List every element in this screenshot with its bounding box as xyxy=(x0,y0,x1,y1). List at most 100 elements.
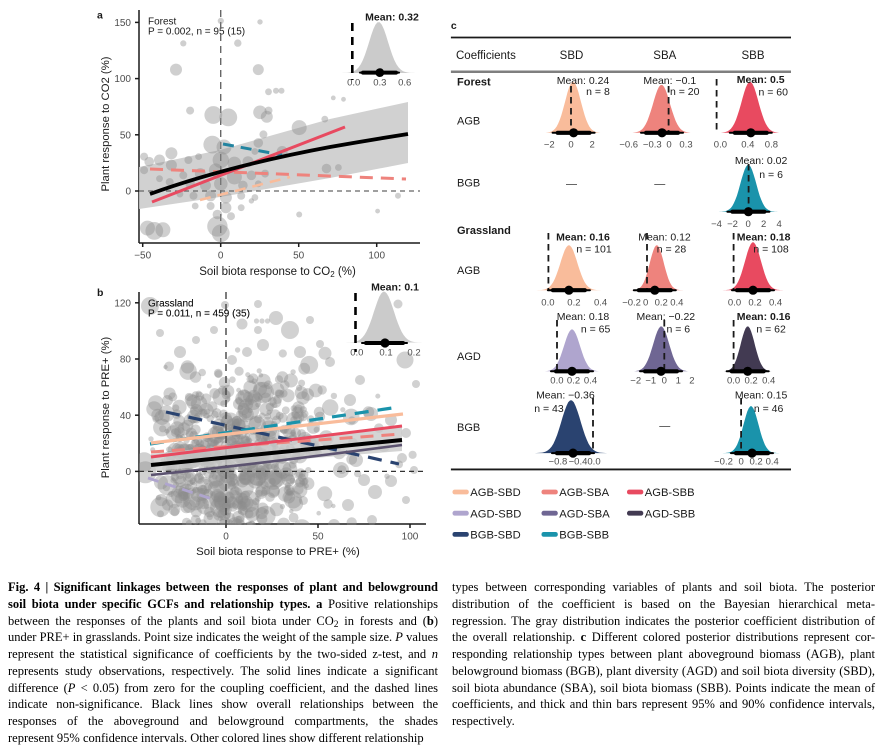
svg-text:n = 6: n = 6 xyxy=(759,169,783,181)
svg-text:0.0: 0.0 xyxy=(350,348,363,359)
svg-text:Mean: 0.24: Mean: 0.24 xyxy=(557,75,610,87)
svg-text:Mean: 0.18: Mean: 0.18 xyxy=(557,311,610,323)
svg-text:0.2: 0.2 xyxy=(567,297,580,308)
svg-text:Mean: 0.15: Mean: 0.15 xyxy=(735,390,788,402)
svg-text:0.4: 0.4 xyxy=(594,297,607,308)
svg-text:BGB: BGB xyxy=(457,178,480,190)
svg-text:0.4: 0.4 xyxy=(766,457,779,468)
svg-text:AGD-SBA: AGD-SBA xyxy=(559,508,610,520)
svg-text:−4: −4 xyxy=(711,219,722,230)
svg-text:BGB-SBD: BGB-SBD xyxy=(470,530,520,542)
svg-text:Mean: 0.12: Mean: 0.12 xyxy=(638,232,691,244)
svg-text:−0.6: −0.6 xyxy=(619,140,638,151)
svg-text:AGB-SBA: AGB-SBA xyxy=(559,487,609,499)
svg-text:n = 28: n = 28 xyxy=(657,244,687,256)
svg-text:0.3: 0.3 xyxy=(373,78,386,89)
svg-text:P = 0.011, n = 459 (35): P = 0.011, n = 459 (35) xyxy=(148,309,250,320)
svg-text:BGB: BGB xyxy=(457,422,480,434)
svg-text:−0.2: −0.2 xyxy=(714,457,733,468)
svg-text:—: — xyxy=(654,179,665,191)
svg-text:−0.3: −0.3 xyxy=(643,140,662,151)
svg-text:0.0: 0.0 xyxy=(550,375,563,386)
svg-text:0.2: 0.2 xyxy=(749,457,762,468)
svg-text:Forest: Forest xyxy=(148,17,177,28)
svg-text:n = 108: n = 108 xyxy=(753,244,788,256)
svg-text:50: 50 xyxy=(293,251,305,262)
svg-text:40: 40 xyxy=(120,411,132,422)
svg-text:Mean: 0.02: Mean: 0.02 xyxy=(735,155,788,167)
svg-text:—: — xyxy=(659,421,670,433)
svg-text:n = 6: n = 6 xyxy=(666,324,690,336)
svg-text:AGD-SBB: AGD-SBB xyxy=(645,508,695,520)
svg-text:Mean: −0.36: Mean: −0.36 xyxy=(536,390,595,402)
svg-text:n = 65: n = 65 xyxy=(581,324,611,336)
svg-text:0.4: 0.4 xyxy=(762,375,775,386)
svg-text:150: 150 xyxy=(114,18,131,29)
svg-text:0: 0 xyxy=(643,297,648,308)
svg-text:0.2: 0.2 xyxy=(407,348,420,359)
svg-text:0: 0 xyxy=(223,532,229,543)
svg-text:120: 120 xyxy=(114,298,131,309)
svg-text:Mean: −0.22: Mean: −0.22 xyxy=(636,311,695,323)
svg-text:AGB: AGB xyxy=(457,265,480,277)
svg-text:n = 46: n = 46 xyxy=(754,403,784,415)
svg-text:0.6: 0.6 xyxy=(398,78,411,89)
svg-text:0.0: 0.0 xyxy=(347,78,360,89)
svg-text:—: — xyxy=(566,179,577,191)
svg-text:0: 0 xyxy=(738,457,743,468)
svg-text:−0.4: −0.4 xyxy=(569,457,588,468)
svg-text:0: 0 xyxy=(666,140,671,151)
svg-text:0.0: 0.0 xyxy=(727,375,740,386)
svg-text:−0.8: −0.8 xyxy=(549,457,568,468)
svg-text:2: 2 xyxy=(761,219,766,230)
svg-text:50: 50 xyxy=(312,532,324,543)
svg-text:Grassland: Grassland xyxy=(457,225,511,237)
svg-text:0: 0 xyxy=(568,140,573,151)
svg-text:AGD: AGD xyxy=(457,351,481,363)
svg-text:−1: −1 xyxy=(645,375,656,386)
svg-text:P = 0.011, n = 459 (35): P = 0.011, n = 459 (35) xyxy=(148,309,250,320)
svg-text:0.3: 0.3 xyxy=(679,140,692,151)
svg-text:0.1: 0.1 xyxy=(379,348,392,359)
svg-text:n = 8: n = 8 xyxy=(586,86,610,98)
svg-text:0.2: 0.2 xyxy=(748,297,761,308)
svg-text:2: 2 xyxy=(589,140,594,151)
svg-text:Mean: 0.1: Mean: 0.1 xyxy=(371,282,419,294)
svg-text:0.2: 0.2 xyxy=(655,297,668,308)
svg-text:BGB-SBB: BGB-SBB xyxy=(559,530,609,542)
svg-text:0.0: 0.0 xyxy=(587,457,600,468)
svg-text:SBA: SBA xyxy=(653,50,676,62)
svg-text:Mean: 0.32: Mean: 0.32 xyxy=(365,12,419,24)
svg-text:0: 0 xyxy=(125,467,131,478)
svg-text:n = 60: n = 60 xyxy=(758,87,788,99)
svg-text:−2: −2 xyxy=(630,375,641,386)
svg-text:AGB: AGB xyxy=(457,115,480,127)
svg-text:100: 100 xyxy=(368,251,385,262)
svg-text:0.4: 0.4 xyxy=(769,297,782,308)
svg-text:0.0: 0.0 xyxy=(728,297,741,308)
svg-text:AGD-SBD: AGD-SBD xyxy=(470,508,521,520)
svg-text:Mean: 0.16: Mean: 0.16 xyxy=(737,311,791,323)
svg-text:Plant response to PRE+ (%): Plant response to PRE+ (%) xyxy=(100,336,112,478)
svg-text:n = 62: n = 62 xyxy=(756,324,786,336)
svg-text:AGB-SBB: AGB-SBB xyxy=(645,487,695,499)
svg-text:Coefficients: Coefficients xyxy=(456,50,516,62)
svg-text:0: 0 xyxy=(745,219,750,230)
svg-text:Soil biota response to CO2 (%): Soil biota response to CO2 (%) xyxy=(199,266,356,279)
svg-text:Soil biota response to PRE+ (%: Soil biota response to PRE+ (%) xyxy=(196,546,360,558)
svg-text:100: 100 xyxy=(402,532,419,543)
svg-text:0: 0 xyxy=(662,375,667,386)
svg-text:0.0: 0.0 xyxy=(714,140,727,151)
svg-text:b: b xyxy=(97,287,103,299)
svg-text:0.8: 0.8 xyxy=(765,140,778,151)
svg-text:−50: −50 xyxy=(134,251,151,262)
svg-text:Grassland: Grassland xyxy=(148,298,194,309)
svg-text:Grassland: Grassland xyxy=(148,298,194,309)
svg-text:0.2: 0.2 xyxy=(567,375,580,386)
svg-text:Plant response to CO2 (%): Plant response to CO2 (%) xyxy=(100,56,112,191)
svg-text:AGB-SBD: AGB-SBD xyxy=(470,487,520,499)
svg-text:SBD: SBD xyxy=(560,50,584,62)
svg-text:2: 2 xyxy=(689,375,694,386)
svg-text:c: c xyxy=(451,20,457,32)
svg-text:n = 101: n = 101 xyxy=(576,244,611,256)
